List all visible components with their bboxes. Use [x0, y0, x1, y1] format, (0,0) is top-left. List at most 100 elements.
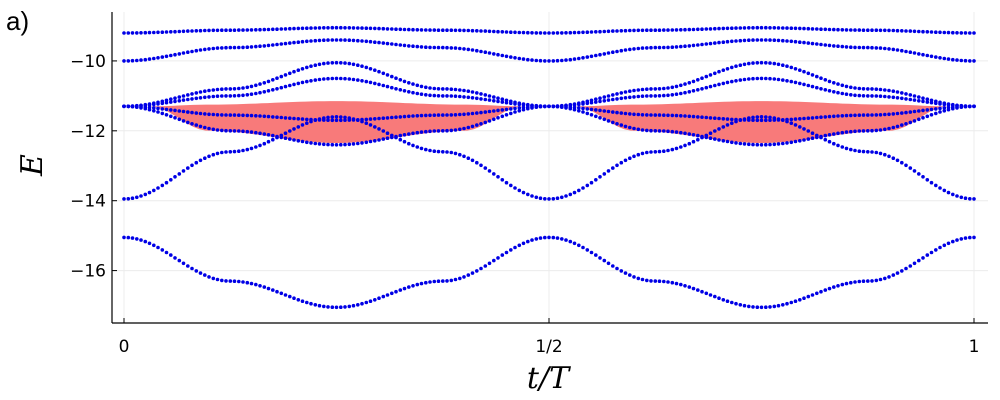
data-point: [632, 88, 636, 93]
data-point: [224, 128, 228, 133]
data-point: [683, 131, 687, 136]
data-point: [572, 103, 577, 107]
data-point: [938, 245, 942, 250]
data-point: [156, 30, 160, 35]
data-point: [645, 128, 649, 133]
data-point: [878, 113, 883, 117]
data-point: [415, 44, 420, 49]
data-point: [169, 100, 173, 104]
data-point: [296, 117, 301, 121]
data-point: [262, 81, 267, 85]
data-point: [266, 89, 271, 93]
data-point: [853, 148, 857, 153]
data-point: [487, 109, 492, 114]
data-point: [963, 196, 968, 200]
data-point: [853, 86, 857, 90]
data-point: [611, 166, 615, 170]
data-point: [441, 87, 445, 91]
data-point: [428, 113, 432, 118]
data-point: [232, 279, 237, 284]
series-2: [122, 38, 976, 63]
data-point: [908, 166, 913, 170]
data-point: [169, 108, 173, 112]
data-point: [356, 26, 360, 30]
data-point: [283, 136, 288, 140]
data-point: [691, 89, 696, 93]
data-point: [453, 28, 458, 33]
data-point: [742, 38, 747, 43]
data-point: [789, 26, 794, 31]
data-point: [776, 62, 781, 67]
data-point: [271, 115, 275, 119]
data-point: [717, 69, 721, 74]
data-point: [313, 38, 318, 43]
data-point: [288, 137, 292, 141]
data-point: [606, 29, 611, 34]
data-point: [904, 122, 908, 126]
data-point: [500, 97, 505, 101]
data-point: [458, 152, 462, 157]
data-point: [628, 89, 632, 93]
data-point: [806, 129, 811, 133]
data-point: [755, 115, 760, 119]
data-point: [305, 140, 309, 145]
data-point: [836, 27, 840, 32]
data-point: [347, 38, 352, 42]
data-point: [453, 46, 458, 50]
data-point: [878, 28, 883, 33]
data-point: [683, 44, 687, 48]
data-point: [152, 30, 156, 35]
data-point: [224, 113, 228, 117]
data-point: [925, 114, 930, 119]
data-point: [925, 178, 930, 182]
data-point: [844, 281, 849, 286]
data-point: [589, 30, 594, 34]
data-point: [674, 92, 679, 96]
data-point: [704, 27, 709, 31]
data-point: [377, 82, 381, 87]
data-point: [449, 28, 454, 32]
data-point: [602, 172, 607, 176]
data-point: [419, 130, 424, 134]
data-point: [670, 113, 675, 118]
data-point: [398, 137, 403, 142]
data-point: [776, 303, 781, 308]
data-point: [666, 113, 670, 118]
data-point: [883, 276, 887, 281]
data-point: [594, 100, 598, 104]
data-point: [237, 149, 241, 153]
data-point: [853, 113, 857, 118]
data-point: [356, 303, 360, 307]
data-point: [415, 83, 420, 88]
data-point: [951, 239, 955, 244]
data-point: [241, 148, 245, 153]
data-point: [602, 29, 607, 34]
data-point: [398, 133, 403, 138]
data-point: [606, 119, 611, 123]
data-point: [657, 45, 662, 50]
data-point: [908, 110, 913, 114]
data-point: [377, 69, 381, 74]
data-point: [398, 115, 403, 119]
data-point: [734, 301, 738, 306]
data-point: [411, 90, 415, 95]
data-point: [938, 102, 942, 106]
data-point: [670, 28, 675, 32]
data-point: [428, 45, 432, 50]
data-point: [866, 129, 870, 133]
data-point: [177, 29, 182, 34]
data-point: [330, 118, 335, 123]
data-point: [415, 28, 420, 32]
data-point: [322, 38, 326, 42]
data-point: [487, 29, 492, 34]
data-point: [891, 47, 896, 52]
data-point: [203, 156, 207, 160]
data-point: [194, 96, 199, 101]
data-point: [815, 27, 819, 31]
data-point: [585, 101, 590, 106]
data-point: [462, 275, 466, 279]
data-point: [249, 281, 254, 286]
data-point: [517, 243, 522, 248]
data-point: [237, 113, 241, 117]
data-point: [883, 94, 887, 99]
